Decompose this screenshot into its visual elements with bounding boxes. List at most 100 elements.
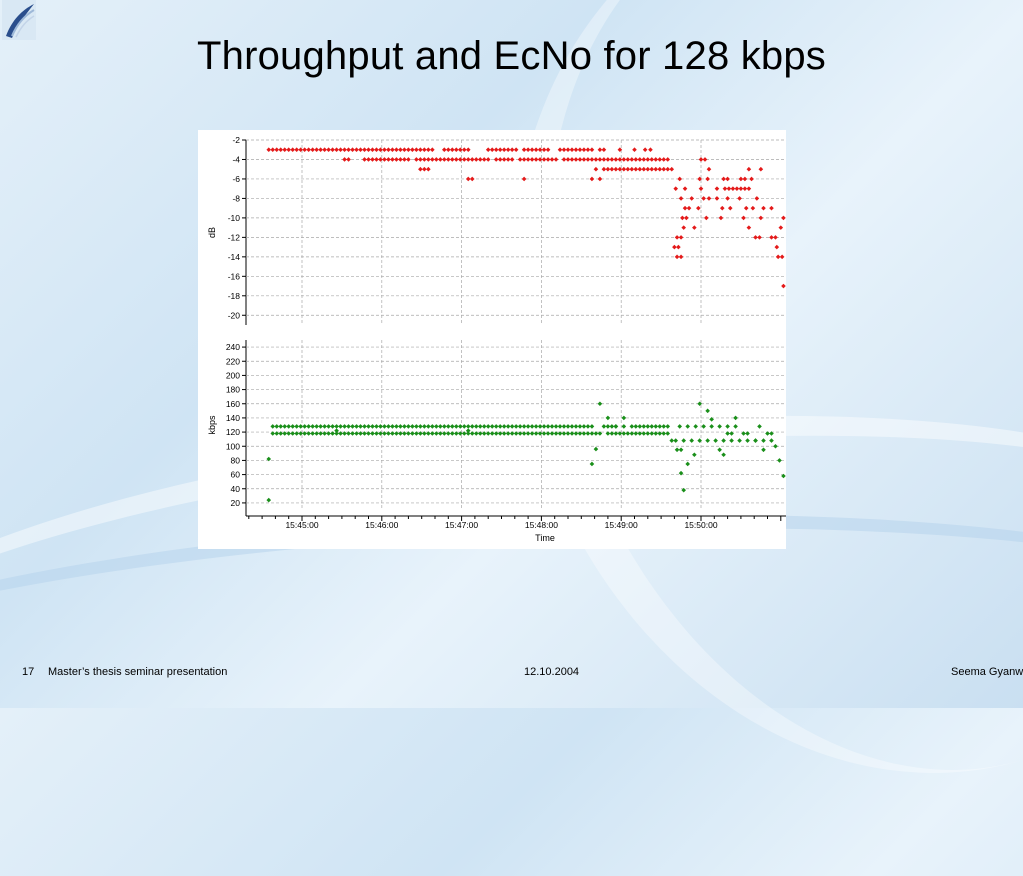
data-point [386,424,391,429]
data-point [366,157,371,162]
data-point [589,461,595,467]
data-point [761,438,766,443]
data-point [642,147,648,153]
data-point [461,424,467,429]
data-point [689,438,694,443]
data-point [773,235,778,240]
data-point [589,157,595,162]
data-point [378,147,383,153]
data-point [678,235,684,240]
data-point [278,431,284,436]
data-point [749,176,754,182]
x-tick-label: 15:47:00 [445,520,478,530]
data-point [561,424,567,429]
data-point [765,431,770,436]
data-point [517,431,523,436]
data-point [529,424,535,429]
data-point [298,424,303,429]
data-point [278,424,284,429]
data-point [686,205,692,211]
data-point [717,447,722,453]
data-point [390,157,395,162]
data-point [678,447,684,453]
data-point [573,431,579,436]
data-point [593,431,599,436]
data-point [318,431,323,436]
data-point [481,157,487,162]
data-point [725,424,730,429]
x-tick-label: 15:48:00 [525,520,558,530]
data-point [738,186,744,191]
data-point [633,424,639,429]
data-point [362,157,367,162]
data-point [726,186,732,191]
data-point [775,254,781,260]
data-point [418,147,423,153]
footer-page-number: 17 [22,666,35,678]
data-point [382,424,387,429]
data-point [609,431,615,436]
data-point [669,166,675,172]
data-point [585,431,591,436]
data-point [402,147,407,153]
data-point [354,431,359,436]
y-tick-label: -6 [232,174,240,184]
data-point [742,176,748,182]
data-point [721,176,726,182]
data-point [469,176,475,182]
data-point [302,431,307,436]
data-point [465,176,471,182]
data-point [553,424,559,429]
data-point [302,147,307,153]
y-tick-label: -4 [232,154,240,164]
data-point [525,147,531,153]
data-point [697,176,702,182]
data-point [672,244,677,250]
data-point [529,431,535,436]
data-point [509,157,515,162]
data-point [693,424,698,429]
data-point [422,431,427,436]
data-point [777,458,782,463]
data-point [721,452,726,458]
data-point [442,147,447,153]
data-point [438,424,443,429]
data-point [266,456,272,462]
data-point [362,147,367,153]
data-point [718,215,724,221]
data-point [493,147,499,153]
data-point [597,176,603,182]
data-point [422,166,427,172]
data-point [521,176,527,182]
data-point [537,431,543,436]
data-point [394,147,399,153]
y-axis-label: dB [207,227,217,238]
data-point [386,147,391,153]
data-point [617,431,623,436]
data-point [469,424,475,429]
data-point [374,147,379,153]
data-point [394,157,399,162]
data-point [727,205,733,211]
data-point [350,431,355,436]
data-point [773,443,778,449]
data-point [394,424,399,429]
data-point [553,431,559,436]
data-point [382,157,387,162]
data-point [669,438,675,443]
data-point [390,424,395,429]
data-point [426,431,431,436]
data-point [637,166,643,172]
data-point [641,424,647,429]
data-point [418,424,423,429]
data-point [573,157,579,162]
data-point [461,157,467,162]
data-point [673,186,679,191]
data-point [569,147,575,153]
data-point [330,147,335,153]
data-point [621,157,627,162]
data-point [680,215,685,221]
data-point [398,431,403,436]
data-point [282,424,288,429]
data-point [402,431,407,436]
